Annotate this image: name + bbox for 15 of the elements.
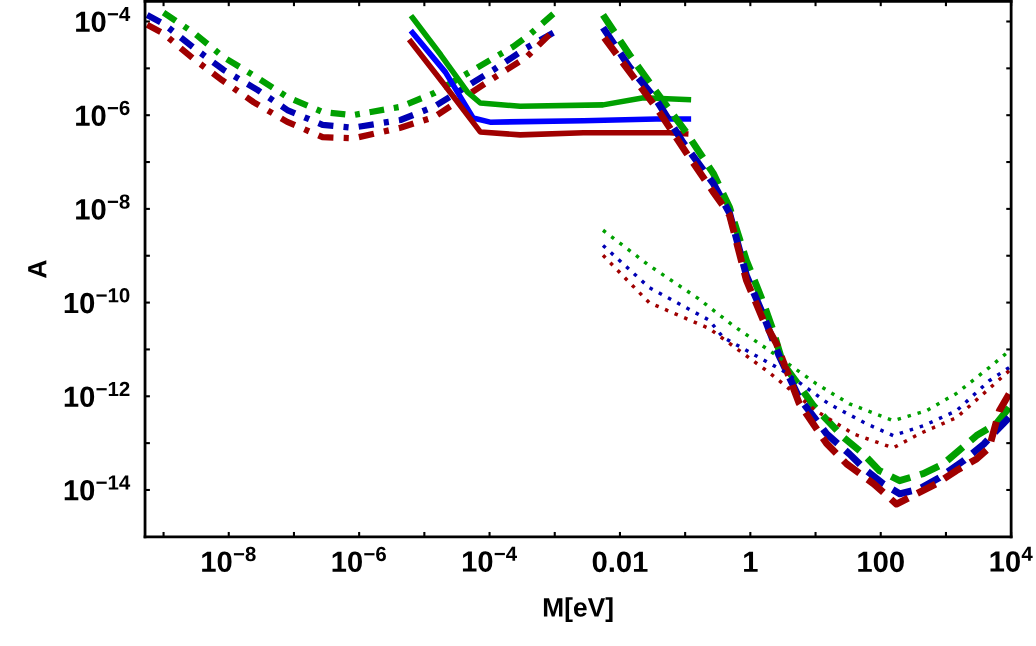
x-tick-label: 100 (858, 551, 904, 573)
y-tick-label: 10$^{−12}$ (64, 381, 130, 408)
x-tick-label: 10$^{4}$ (990, 546, 1033, 572)
x-tick-label: 10$^{−4}$ (462, 546, 517, 572)
y-tick-label: 10$^{−14}$ (64, 475, 131, 501)
y-tick-label: 10$^{−4}$ (76, 6, 131, 33)
x-tick-label: 1 (744, 551, 758, 572)
x-axis-title: M[eV] (543, 597, 613, 622)
y-tick-label: 10$^{−10}$ (64, 288, 130, 314)
y-tick-label: 10$^{−6}$ (76, 100, 130, 127)
y-tick-label: 10$^{−8}$ (76, 194, 130, 220)
x-tick-label: 10$^{−6}$ (332, 546, 386, 573)
x-tick-label: 10$^{−8}$ (202, 546, 256, 573)
y-axis-title: A (28, 260, 47, 278)
x-tick-label: 0.01 (592, 551, 648, 573)
